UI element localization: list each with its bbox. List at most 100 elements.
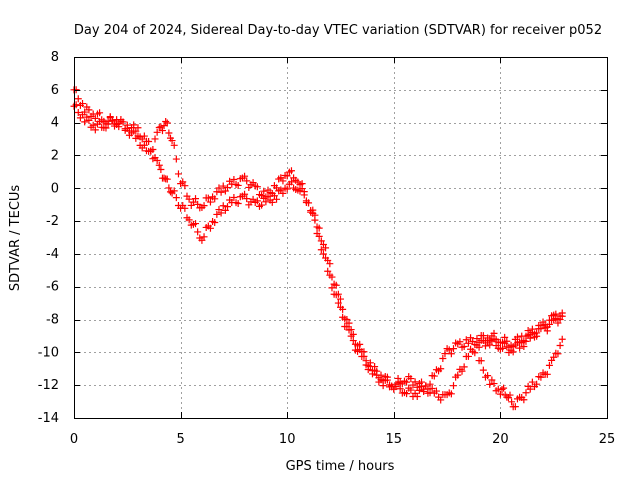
data-point (273, 195, 281, 203)
data-point (407, 386, 415, 394)
data-point (533, 329, 541, 337)
data-point (298, 180, 306, 188)
data-point (163, 175, 171, 183)
chart-title: Day 204 of 2024, Sidereal Day-to-day VTE… (74, 23, 602, 38)
data-point (332, 281, 340, 289)
data-point (241, 190, 249, 198)
y-axis-label: SDTVAR / TECUs (8, 185, 23, 292)
data-point (326, 260, 334, 268)
data-point (552, 310, 560, 318)
data-point (332, 291, 340, 299)
data-point (454, 371, 462, 379)
data-point (403, 378, 411, 386)
data-point (140, 132, 148, 140)
data-point (119, 118, 127, 126)
data-point (279, 177, 287, 185)
data-point (558, 309, 566, 317)
data-point (179, 178, 187, 186)
data-point (155, 161, 163, 169)
data-point (339, 313, 347, 321)
y-tick-label: -6 (46, 280, 59, 295)
data-point (441, 350, 449, 358)
data-point (490, 329, 498, 337)
data-point (283, 185, 291, 193)
data-point (192, 195, 200, 203)
data-point (163, 119, 171, 127)
data-point (160, 174, 168, 182)
data-point (449, 345, 457, 353)
data-point (486, 336, 494, 344)
data-point (134, 124, 142, 132)
data-point (511, 403, 519, 411)
data-point (349, 337, 357, 345)
data-point (379, 382, 387, 390)
data-point (509, 343, 517, 351)
data-point (217, 188, 225, 196)
data-point (89, 121, 97, 129)
data-point (471, 349, 479, 357)
data-point (499, 344, 507, 352)
x-tick-label: 25 (599, 432, 616, 447)
data-point (91, 114, 99, 122)
y-tick-label: -2 (46, 214, 59, 229)
data-point (104, 120, 112, 128)
data-point (337, 303, 344, 311)
data-point (533, 380, 541, 388)
data-point (243, 195, 251, 203)
data-point (79, 100, 87, 108)
data-point (545, 316, 553, 324)
axis-ticks (74, 57, 608, 419)
data-point (528, 325, 536, 333)
data-point (72, 86, 80, 94)
data-point (170, 187, 178, 195)
data-point (262, 193, 270, 201)
data-point (309, 209, 317, 217)
data-point (543, 323, 551, 331)
data-point (407, 375, 415, 383)
data-point (322, 244, 330, 252)
data-point (556, 342, 564, 350)
data-point (217, 209, 225, 217)
data-point (158, 127, 166, 135)
data-point (337, 295, 344, 303)
y-tick-label: 8 (51, 50, 59, 65)
data-point (115, 119, 123, 127)
data-point (437, 396, 445, 404)
data-point (211, 218, 219, 226)
data-point (206, 224, 214, 232)
data-point (460, 342, 468, 350)
series-track-1 (70, 86, 566, 404)
data-point (234, 199, 242, 207)
data-point (145, 138, 153, 146)
data-point (230, 175, 238, 183)
data-point (558, 335, 566, 343)
data-point (484, 372, 492, 380)
data-point (224, 184, 232, 192)
data-point (85, 116, 93, 124)
data-point (501, 333, 509, 341)
data-point (411, 378, 419, 386)
data-point (554, 350, 562, 358)
data-point (390, 385, 398, 393)
data-series (70, 86, 566, 411)
y-tick-label: -12 (38, 378, 59, 393)
data-point (447, 390, 455, 398)
data-point (477, 357, 485, 365)
data-point (134, 132, 142, 140)
data-point (545, 361, 553, 369)
data-point (334, 299, 342, 307)
data-point (447, 350, 455, 358)
data-point (241, 172, 249, 180)
x-tick-label: 15 (386, 432, 403, 447)
data-point (522, 389, 530, 397)
data-point (287, 178, 295, 186)
x-tick-label: 20 (492, 432, 509, 447)
data-point (464, 352, 472, 360)
data-point (500, 384, 508, 392)
data-point (396, 385, 404, 393)
data-point (74, 109, 82, 117)
data-point (219, 182, 227, 190)
data-point (543, 370, 551, 378)
data-point (498, 385, 506, 393)
data-point (153, 128, 161, 136)
